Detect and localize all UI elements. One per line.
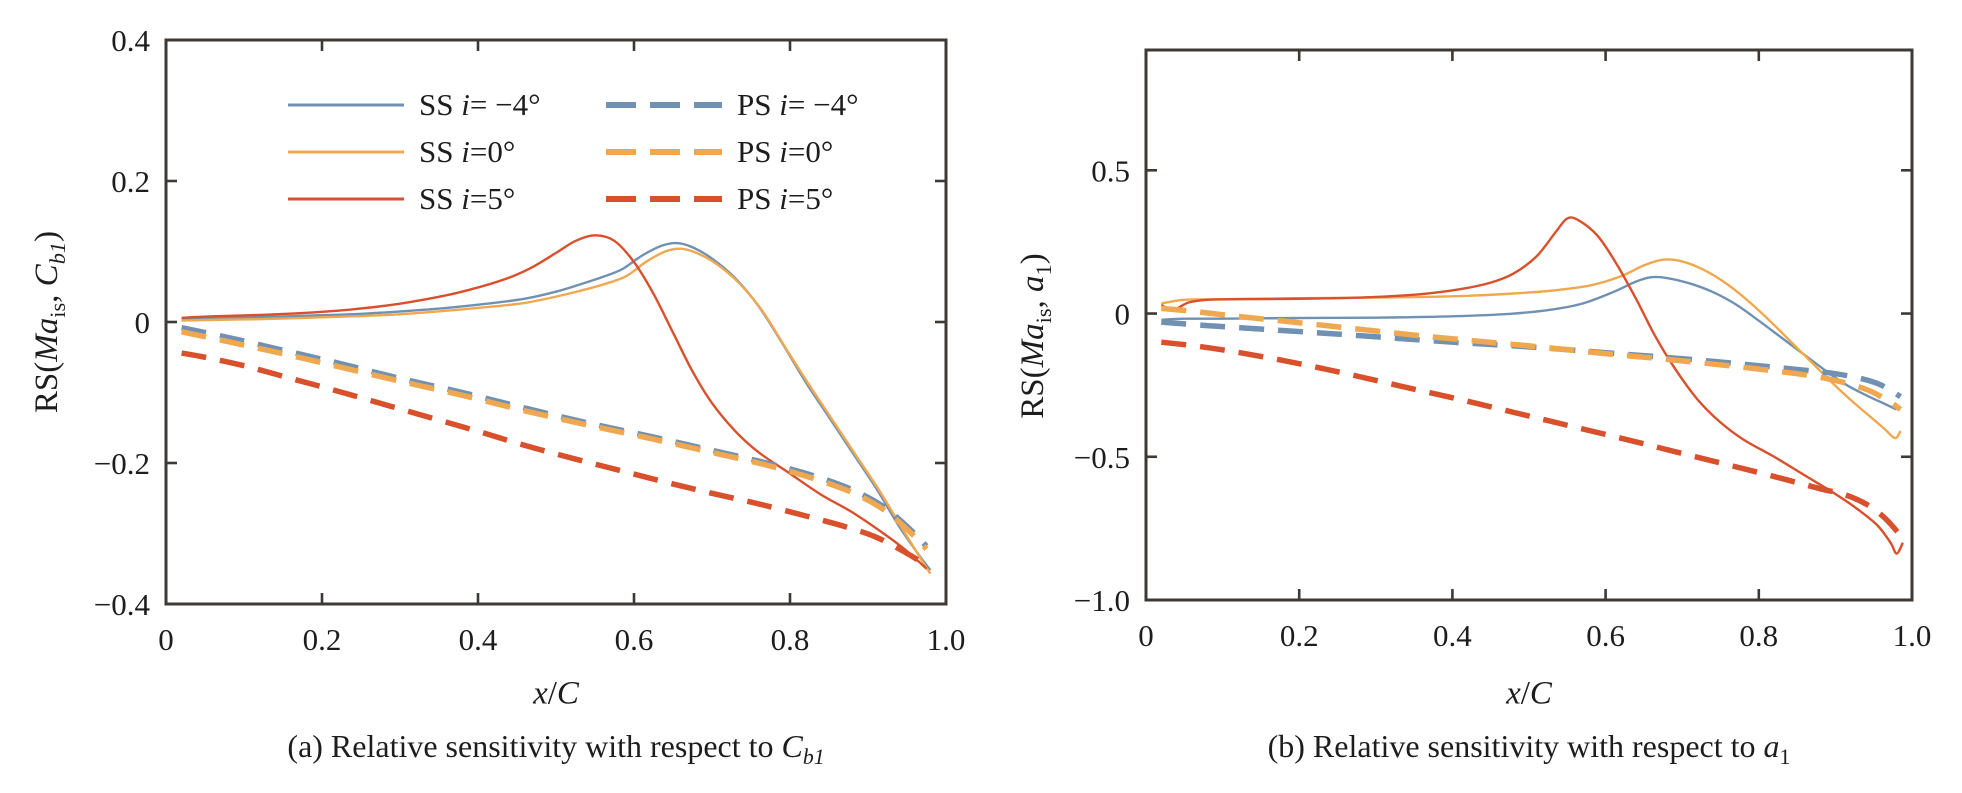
x-tick-label: 0 xyxy=(1138,618,1154,653)
ylabel-b-sym: a xyxy=(1015,275,1052,292)
y-tick-label: 0.2 xyxy=(111,164,150,199)
y-tick-label: 0 xyxy=(135,305,151,340)
legend-label-ss-i-0: SS i=0° xyxy=(419,133,516,169)
x-tick-label: 0.4 xyxy=(459,622,498,657)
xlabel-a-slash: / xyxy=(547,675,557,712)
series-line-ps-i-4- xyxy=(181,324,929,549)
series-line-ss-i-5- xyxy=(181,234,928,570)
x-tick-label: 0.2 xyxy=(303,622,342,657)
series-line-ss-i-0- xyxy=(181,247,932,575)
ylabel-b-sym-sub: 1 xyxy=(1030,264,1056,276)
ylabel-b-ma-sub: is xyxy=(1030,308,1056,324)
legend-swatch-ps-i-minus4 xyxy=(606,101,722,108)
y-tick-label: 0 xyxy=(1115,297,1131,332)
x-tick-label: 0.8 xyxy=(1739,618,1778,653)
chart-a-x-axis-label: x/C xyxy=(533,676,579,713)
caption-a-text: (a) Relative sensitivity with respect to xyxy=(287,727,782,764)
legend-swatch-ss-i-5 xyxy=(288,196,404,202)
ylabel-a-close: ) xyxy=(29,230,66,242)
legend-swatch-ss-i-minus4 xyxy=(288,102,404,108)
xlabel-b-var: x xyxy=(1506,675,1521,712)
ylabel-b-close: ) xyxy=(1015,253,1052,265)
ylabel-a-sep: , xyxy=(29,286,66,303)
x-tick-label: 0.4 xyxy=(1433,618,1472,653)
ylabel-a-sym: C xyxy=(29,264,66,287)
legend-label-ss-i-minus4: SS i= −4° xyxy=(419,86,541,122)
y-tick-label: −0.2 xyxy=(94,446,150,481)
series-line-ss-i-4- xyxy=(181,241,932,571)
series-line-ps-i-4- xyxy=(1161,319,1902,399)
series-line-ss-i-5- xyxy=(1160,216,1904,555)
y-tick-label: −0.5 xyxy=(1074,440,1130,475)
chart-a-caption: (a) Relative sensitivity with respect to… xyxy=(287,728,824,770)
series-line-ps-i-5- xyxy=(1161,339,1903,538)
chart-a-y-axis-label: RS(Mais, Cb1) xyxy=(29,231,71,413)
legend-swatch-ss-i-0 xyxy=(288,149,404,155)
x-tick-label: 0 xyxy=(158,622,174,657)
xlabel-a-var: x xyxy=(533,675,548,712)
y-tick-label: −1.0 xyxy=(1074,583,1130,618)
legend-swatch-ps-i-5 xyxy=(606,195,722,202)
chart-b-y-axis-label: RS(Mais, a1) xyxy=(1015,253,1057,419)
caption-b-sub: 1 xyxy=(1779,745,1791,770)
ylabel-b-ma: Ma xyxy=(1015,323,1052,368)
chart-b-x-axis-label: x/C xyxy=(1506,676,1552,713)
ylabel-b-open: RS( xyxy=(1015,367,1052,419)
x-tick-label: 1.0 xyxy=(927,622,966,657)
legend-label-ps-i-minus4: PS i= −4° xyxy=(737,86,859,122)
xlabel-b-slash: / xyxy=(1520,675,1530,712)
series-line-ps-i-0- xyxy=(1161,305,1903,412)
legend-label-ss-i-5: SS i=5° xyxy=(419,180,516,216)
y-tick-label: 0.4 xyxy=(111,23,150,58)
chart-b-caption: (b) Relative sensitivity with respect to… xyxy=(1268,728,1791,770)
x-tick-label: 0.6 xyxy=(1586,618,1625,653)
ylabel-a-ma: Ma xyxy=(29,317,66,362)
x-tick-label: 0.2 xyxy=(1280,618,1319,653)
x-tick-label: 0.8 xyxy=(771,622,810,657)
legend-label-ps-i-0: PS i=0° xyxy=(737,133,834,169)
xlabel-a-sym: C xyxy=(556,675,579,712)
x-tick-label: 0.6 xyxy=(615,622,654,657)
legend-label-ps-i-5: PS i=5° xyxy=(737,180,834,216)
ylabel-a-ma-sub: is xyxy=(44,302,70,318)
series-line-ps-i-5- xyxy=(181,350,928,568)
caption-b-sym: a xyxy=(1763,727,1780,764)
legend-swatch-ps-i-0 xyxy=(606,148,722,155)
x-tick-label: 1.0 xyxy=(1893,618,1932,653)
ylabel-a-sym-sub: b1 xyxy=(44,241,70,265)
series-line-ps-i-0- xyxy=(181,329,929,551)
y-tick-label: 0.5 xyxy=(1091,153,1130,188)
caption-b-text: (b) Relative sensitivity with respect to xyxy=(1267,727,1764,764)
plot-frame xyxy=(1144,48,1914,602)
series-line-ss-i-4- xyxy=(1161,275,1898,411)
ylabel-a-open: RS( xyxy=(29,361,66,414)
ylabel-b-sep: , xyxy=(1015,291,1052,309)
xlabel-b-sym: C xyxy=(1529,675,1552,712)
y-tick-label: −0.4 xyxy=(94,587,151,622)
caption-a-sym: C xyxy=(781,727,803,764)
caption-a-sub: b1 xyxy=(802,745,825,770)
series-line-ss-i-0- xyxy=(1161,258,1902,440)
legend: SS i= −4° PS i= −4° SS i=0° PS i=0° SS i… xyxy=(288,81,858,222)
